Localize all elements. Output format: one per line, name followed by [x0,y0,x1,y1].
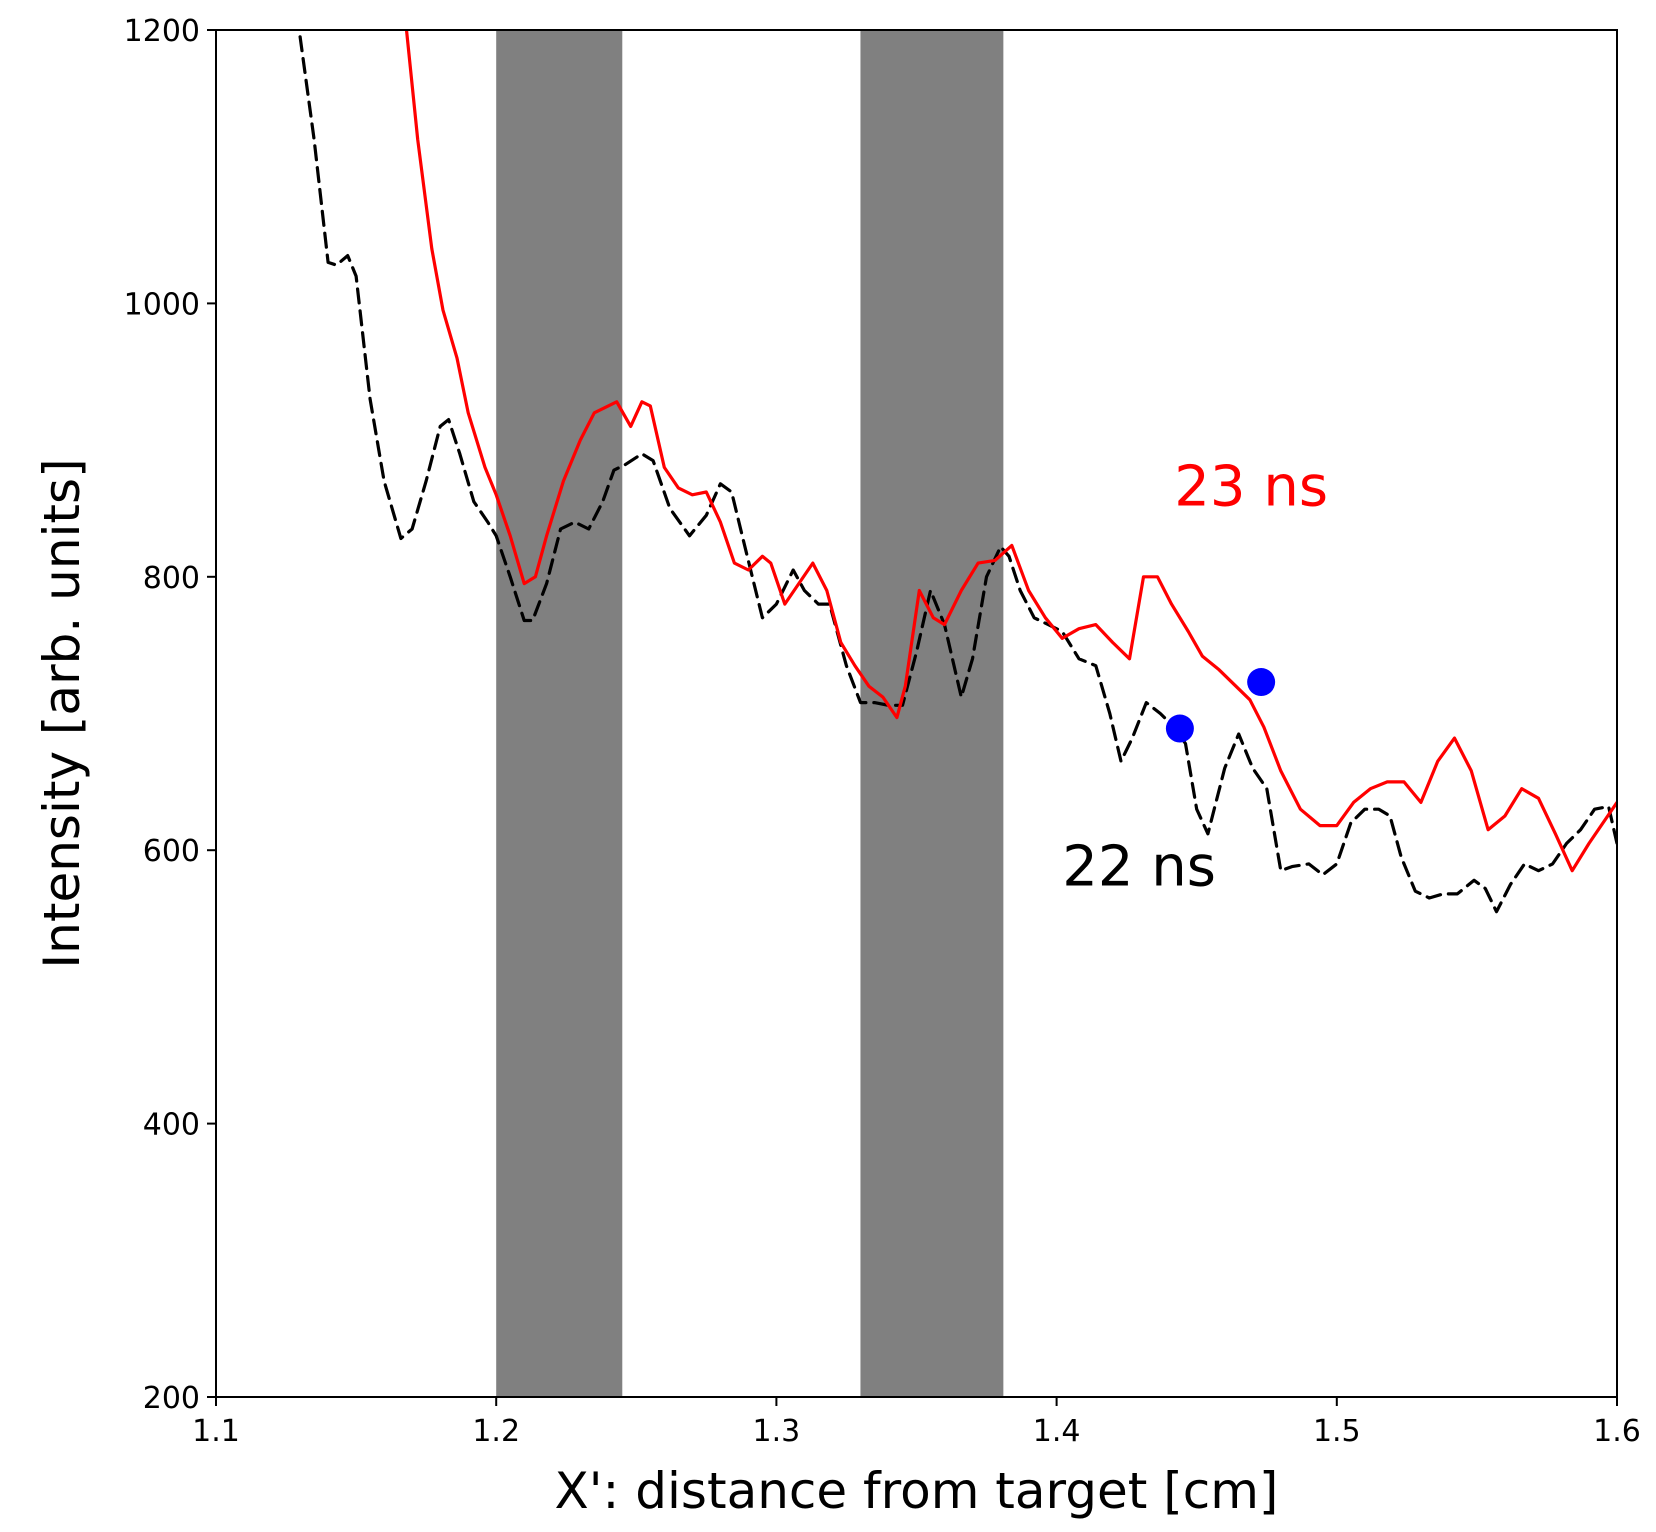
x-tick-label: 1.4 [1033,1414,1081,1449]
y-tick-label: 200 [143,1381,200,1416]
solid-red-series [404,30,1617,873]
markers [1165,668,1276,743]
series-lines [298,30,1617,914]
y-tick-label: 600 [143,834,200,869]
shaded-region-2 [860,30,1004,1397]
x-tick-label: 1.6 [1593,1414,1641,1449]
shaded-regions [496,30,1004,1397]
annotation-label-1: 23 ns [1174,455,1328,520]
y-axis-ticks: 200 400 600 800 1000 1200 [124,14,216,1416]
plot-frame [215,29,1618,1398]
x-tick-label: 1.5 [1313,1414,1361,1449]
x-tick-label: 1.3 [753,1414,801,1449]
annotations: 23 ns 22 ns [1062,455,1328,900]
marker-point-1 [1165,714,1194,743]
dashed-black-series [298,35,1617,914]
marker-point-2 [1247,668,1276,697]
x-axis-ticks: 1.1 1.2 1.3 1.4 1.5 1.6 [192,1397,1641,1449]
x-axis-label: X': distance from target [cm] [555,1462,1279,1520]
shaded-region-1 [496,30,623,1397]
y-tick-label: 1000 [124,287,200,322]
x-tick-label: 1.2 [472,1414,520,1449]
y-axis-label: Intensity [arb. units] [33,458,91,968]
y-tick-label: 1200 [124,14,200,49]
x-tick-label: 1.1 [192,1414,240,1449]
y-tick-label: 800 [143,561,200,596]
y-tick-label: 400 [143,1108,200,1143]
annotation-label-2: 22 ns [1062,835,1216,900]
